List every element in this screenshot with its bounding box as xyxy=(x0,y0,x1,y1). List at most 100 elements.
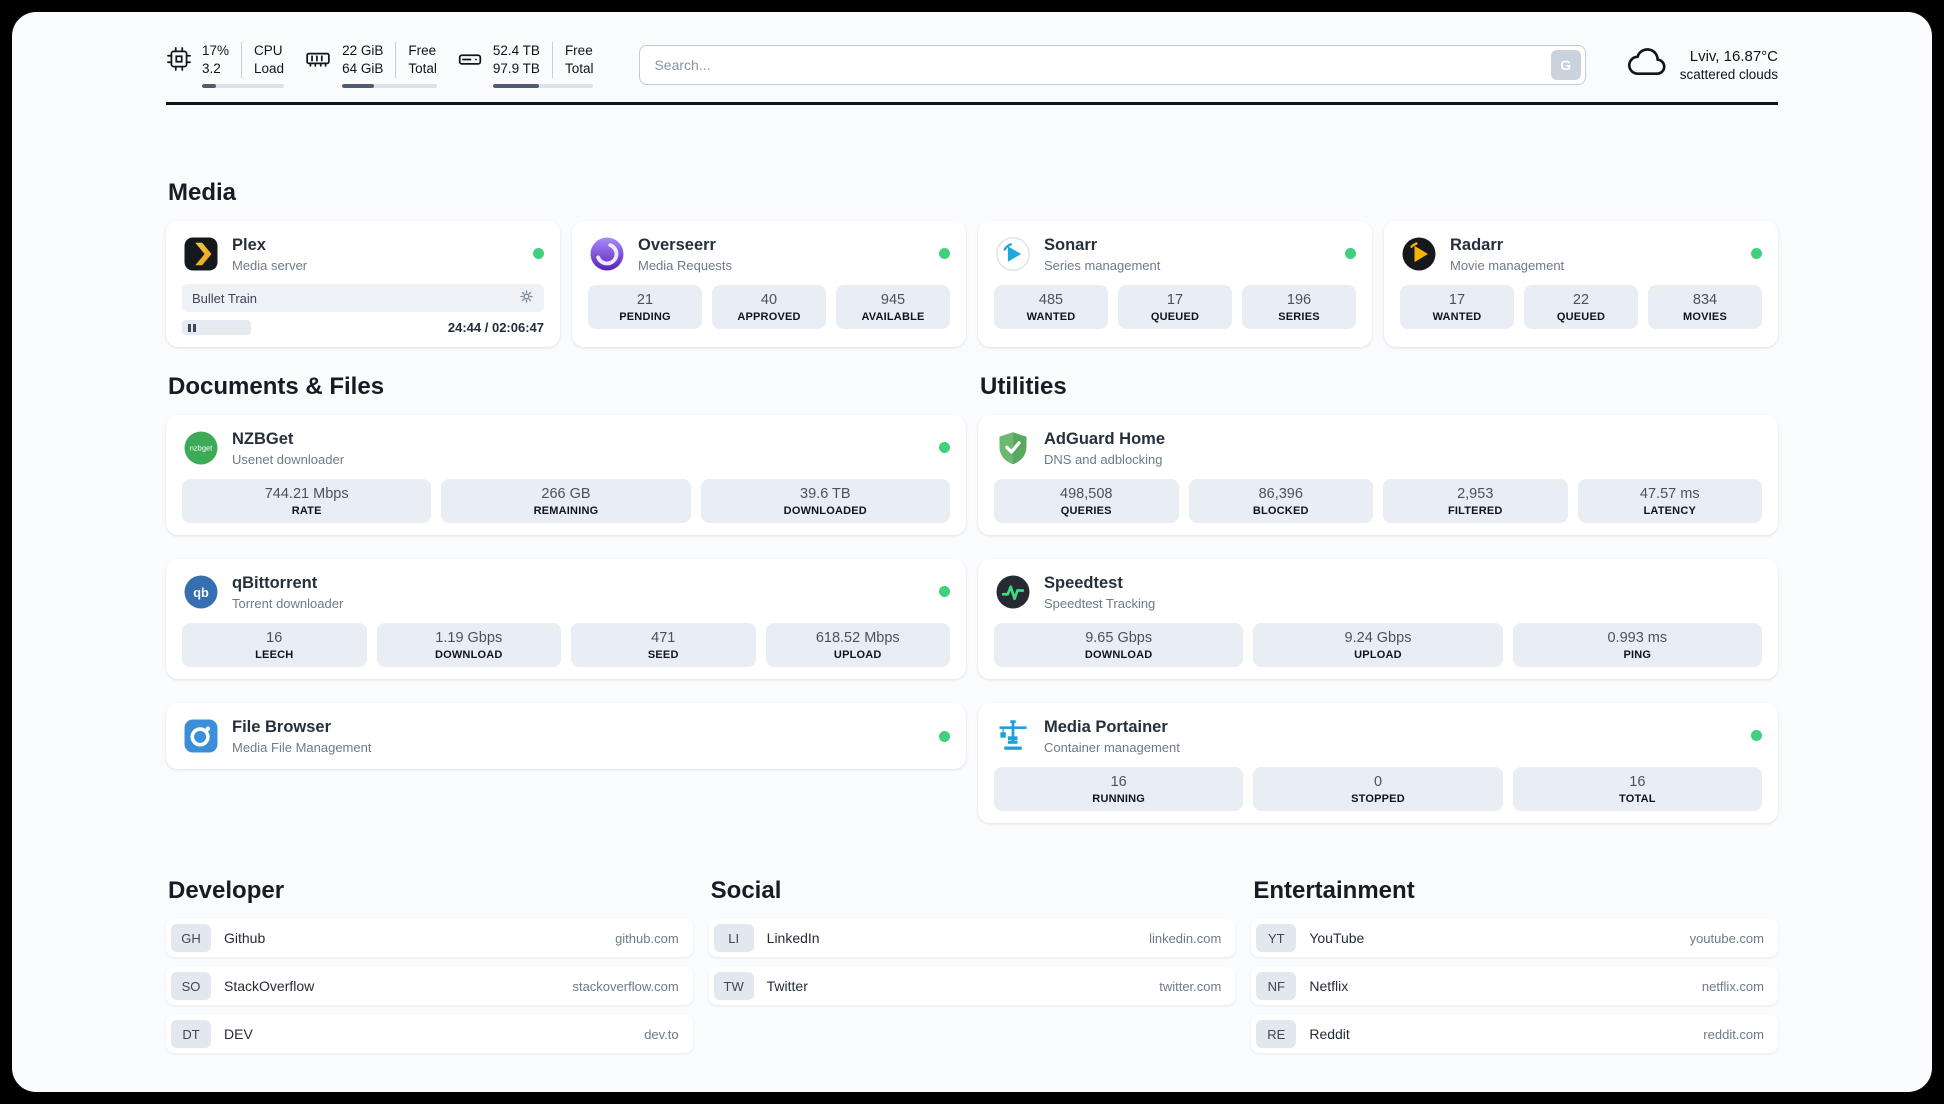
app-name: File Browser xyxy=(232,718,332,737)
app-name: NZBGet xyxy=(232,430,294,449)
status-dot xyxy=(533,248,544,260)
app-card-filebrowser[interactable]: File Browser Media File Management xyxy=(166,703,966,770)
app-card-nzbget[interactable]: nzbget NZBGet Usenet downloader 74 xyxy=(166,415,966,536)
app-card-portainer[interactable]: Media Portainer Container management 16 … xyxy=(978,703,1778,824)
stat-value: 21 xyxy=(636,292,654,309)
app-subtitle: Container management xyxy=(1044,739,1180,755)
bookmark-url: github.com xyxy=(615,930,679,946)
app-card-qbittorrent[interactable]: qb qBittorrent Torrent downloader xyxy=(166,559,966,680)
search-input[interactable] xyxy=(639,45,1586,86)
stat-box: 266 GB REMAINING xyxy=(441,479,691,524)
bookmark-youtube[interactable]: YT YouTube youtube.com xyxy=(1251,919,1778,958)
stat-box: 17 QUEUED xyxy=(1118,285,1232,330)
bookmark-linkedin[interactable]: LI LinkedIn linkedin.com xyxy=(708,919,1236,958)
stat-value: 16 xyxy=(266,630,283,647)
bookmark-abbr: SO xyxy=(171,972,211,1001)
ram-total: 64 GiB xyxy=(342,61,384,77)
bookmark-abbr: TW xyxy=(713,972,754,1001)
bookmark-dev[interactable]: DT DEV dev.to xyxy=(166,1015,693,1054)
bookmark-stackoverflow[interactable]: SO StackOverflow stackoverflow.com xyxy=(166,967,693,1006)
stat-value: 485 xyxy=(1038,292,1064,309)
cpu-widget: 17% 3.2 CPU Load xyxy=(166,42,285,89)
app-subtitle: Media Requests xyxy=(638,257,732,273)
stat-value: 1.19 Gbps xyxy=(435,630,503,647)
sonarr-icon xyxy=(994,235,1032,273)
stat-box: 498,508 QUERIES xyxy=(994,479,1179,524)
app-card-speedtest[interactable]: Speedtest Speedtest Tracking 9.65 Gbps D… xyxy=(978,559,1778,680)
stat-label: APPROVED xyxy=(737,311,801,324)
stat-label: TOTAL xyxy=(1618,793,1656,806)
stat-box: 16 TOTAL xyxy=(1512,767,1762,812)
ram-usage-bar xyxy=(342,84,437,89)
stat-value: 196 xyxy=(1286,292,1312,309)
disk-free-label: Free xyxy=(564,43,593,58)
bookmark-url: linkedin.com xyxy=(1149,930,1222,946)
app-subtitle: Usenet downloader xyxy=(232,451,345,467)
app-subtitle: Speedtest Tracking xyxy=(1044,595,1156,611)
status-dot xyxy=(939,586,950,598)
stat-value: 0.993 ms xyxy=(1607,630,1668,647)
stat-label: QUEUED xyxy=(1556,311,1606,324)
weather-widget[interactable]: Lviv, 16.87°C scattered clouds xyxy=(1626,47,1778,83)
status-dot xyxy=(939,730,950,742)
stat-label: DOWNLOADED xyxy=(783,505,867,518)
stat-label: DOWNLOAD xyxy=(1084,649,1153,662)
filebrowser-icon xyxy=(182,717,220,755)
bookmark-reddit[interactable]: RE Reddit reddit.com xyxy=(1251,1015,1778,1054)
stat-box: 39.6 TB DOWNLOADED xyxy=(700,479,950,524)
stat-label: LEECH xyxy=(255,649,294,662)
app-name: Plex xyxy=(232,236,266,255)
stat-value: 22 xyxy=(1572,292,1590,309)
status-dot xyxy=(1751,248,1762,260)
stat-box: 485 WANTED xyxy=(994,285,1108,330)
app-card-sonarr[interactable]: Sonarr Series management 485 WANTED 17 Q… xyxy=(978,221,1372,348)
pause-icon xyxy=(188,323,191,332)
bookmark-abbr: DT xyxy=(171,1020,211,1049)
stat-box: 0 STOPPED xyxy=(1253,767,1503,812)
stat-box: 17 WANTED xyxy=(1400,285,1514,330)
stat-label: LATENCY xyxy=(1643,505,1697,518)
pause-button[interactable] xyxy=(182,320,251,336)
utilities-column: Utilities xyxy=(978,373,1778,824)
search-engine-button[interactable]: G xyxy=(1550,50,1581,81)
bookmark-abbr: RE xyxy=(1256,1020,1297,1049)
cpu-icon xyxy=(166,46,192,72)
bookmark-name: YouTube xyxy=(1309,930,1365,947)
topbar: 17% 3.2 CPU Load xyxy=(166,12,1778,89)
stat-box: 47.57 ms LATENCY xyxy=(1577,479,1762,524)
bookmark-name: StackOverflow xyxy=(224,978,315,995)
bookmark-abbr: GH xyxy=(171,924,211,953)
documents-section-title: Documents & Files xyxy=(168,373,385,401)
stat-box: 196 SERIES xyxy=(1242,285,1356,330)
stat-box: 834 MOVIES xyxy=(1648,285,1762,330)
bookmark-github[interactable]: GH Github github.com xyxy=(166,919,693,958)
adguard-icon xyxy=(994,429,1032,467)
app-card-overseerr[interactable]: Overseerr Media Requests 21 PENDING 40 A… xyxy=(572,221,966,348)
app-card-plex[interactable]: Plex Media server Bullet Train xyxy=(166,221,560,348)
stat-box: 16 LEECH xyxy=(182,623,367,668)
bookmark-url: netflix.com xyxy=(1701,978,1764,994)
now-playing-row: Bullet Train xyxy=(182,284,544,313)
app-card-adguard[interactable]: AdGuard Home DNS and adblocking 498,508 … xyxy=(978,415,1778,536)
stat-value: 834 xyxy=(1692,292,1718,309)
gear-icon[interactable] xyxy=(519,289,534,307)
qbittorrent-icon: qb xyxy=(182,573,220,611)
disk-total: 97.9 TB xyxy=(492,61,540,77)
app-subtitle: DNS and adblocking xyxy=(1044,451,1163,467)
app-subtitle: Movie management xyxy=(1450,257,1565,273)
search-bar: G xyxy=(639,45,1586,86)
app-name: AdGuard Home xyxy=(1044,430,1166,449)
app-card-radarr[interactable]: Radarr Movie management 17 WANTED 22 QUE… xyxy=(1384,221,1778,348)
portainer-icon xyxy=(994,717,1032,755)
stat-label: QUERIES xyxy=(1060,505,1112,518)
app-name: Sonarr xyxy=(1044,236,1098,255)
plex-icon xyxy=(182,235,220,273)
cpu-load-label: Load xyxy=(254,61,285,77)
bookmark-netflix[interactable]: NF Netflix netflix.com xyxy=(1251,967,1778,1006)
status-dot xyxy=(939,248,950,260)
stat-value: 39.6 TB xyxy=(800,486,851,503)
bookmark-twitter[interactable]: TW Twitter twitter.com xyxy=(708,967,1236,1006)
entertainment-column: Entertainment YT YouTube youtube.com NF … xyxy=(1251,877,1778,1063)
stat-box: 2,953 FILTERED xyxy=(1383,479,1568,524)
stat-value: 471 xyxy=(651,630,676,647)
